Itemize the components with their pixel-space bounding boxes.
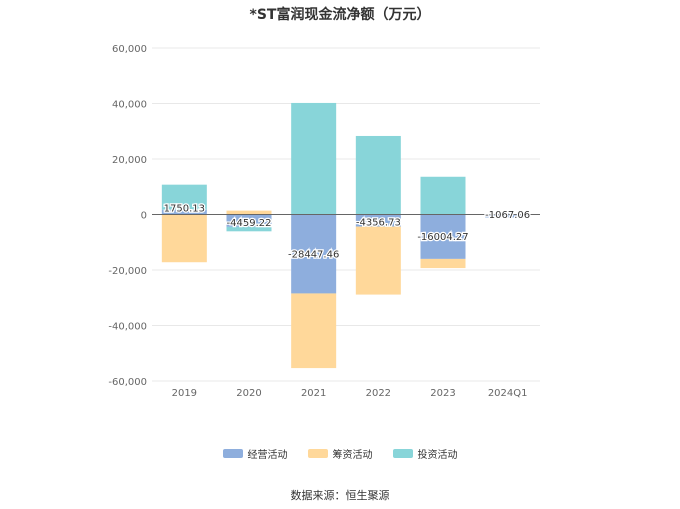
data-label: -1067.06 xyxy=(485,210,530,221)
data-label: -4356.73 xyxy=(356,218,401,229)
bar-segment xyxy=(355,135,401,215)
x-tick-label: 2024Q1 xyxy=(488,388,528,399)
x-tick-label: 2020 xyxy=(236,388,261,399)
bar-segment xyxy=(420,176,466,215)
legend-item-investing[interactable]: 投资活动 xyxy=(392,446,458,461)
bar-segment xyxy=(226,214,272,227)
data-labels: 1750.13 -4459.22 -28447.46 -4356.73 -16004.2… xyxy=(162,202,531,261)
bar-segment xyxy=(291,293,337,369)
y-tick-label: -60,000 xyxy=(108,377,147,388)
bar-segment xyxy=(161,209,207,215)
x-tick-label: 2022 xyxy=(366,388,391,399)
x-tick-label: 2021 xyxy=(301,388,326,399)
y-tick-label: -40,000 xyxy=(108,322,147,333)
x-tick-label: 2019 xyxy=(172,388,197,399)
bars xyxy=(161,102,531,369)
data-label: -28447.46 xyxy=(288,249,339,260)
bar-segment xyxy=(226,210,272,215)
y-tick-label: 40,000 xyxy=(112,100,147,111)
legend-swatch-financing xyxy=(307,449,328,458)
legend-swatch-investing xyxy=(392,449,413,458)
y-tick-label: 60,000 xyxy=(112,44,147,55)
legend-item-financing[interactable]: 筹资活动 xyxy=(307,446,373,461)
bar-segment xyxy=(161,184,207,210)
chart-title: *ST富润现金流净额（万元） xyxy=(249,7,431,23)
axes: 60,000 40,000 20,000 0 -20,000 -40,000 -60,000… xyxy=(108,44,540,399)
source-note: 数据来源：恒生聚源 xyxy=(290,489,390,502)
y-tick-label: -20,000 xyxy=(108,266,147,277)
legend-label-investing: 投资活动 xyxy=(417,450,458,461)
data-label: -16004.27 xyxy=(417,232,468,243)
bar-segment xyxy=(291,214,337,294)
y-tick-label: 20,000 xyxy=(112,155,147,166)
bar-segment xyxy=(420,214,466,259)
legend-label-operating: 经营活动 xyxy=(247,450,288,461)
bar-segment xyxy=(420,258,466,269)
bar-segment xyxy=(355,214,401,227)
bar-segment xyxy=(226,226,272,232)
legend-swatch-operating xyxy=(222,449,243,458)
legend-label-financing: 筹资活动 xyxy=(332,450,373,461)
legend-item-operating[interactable]: 经营活动 xyxy=(222,446,288,461)
bar-segment xyxy=(161,214,207,263)
y-tick-label: 0 xyxy=(141,211,147,222)
x-tick-label: 2023 xyxy=(430,388,455,399)
data-label: -4459.22 xyxy=(227,218,272,229)
grid-lines xyxy=(152,47,540,382)
bar-segment xyxy=(355,226,401,295)
data-label: 1750.13 xyxy=(164,204,205,215)
legend: 经营活动 筹资活动 投资活动 xyxy=(0,446,680,461)
bar-segment xyxy=(291,102,337,215)
